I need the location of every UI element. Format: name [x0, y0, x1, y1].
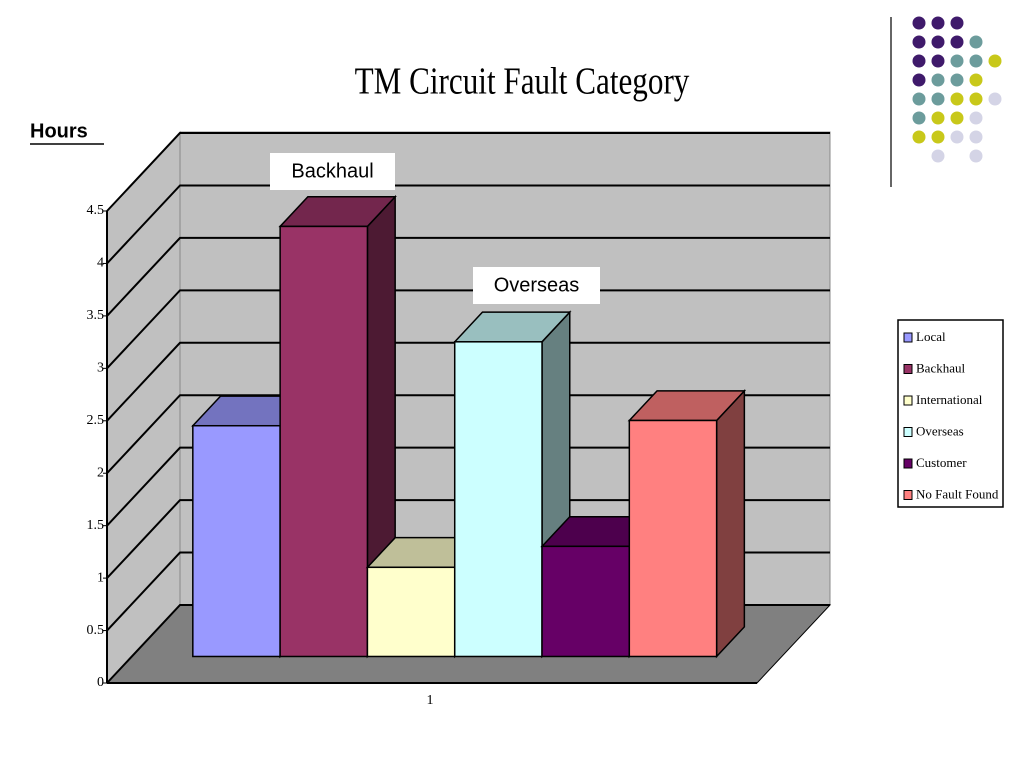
x-tick-label: 1 [427, 693, 434, 708]
legend-swatch [903, 427, 913, 437]
dot [931, 54, 945, 68]
grid-line [106, 499, 830, 579]
dot [950, 35, 964, 49]
y-tick-label: 0.5 [87, 623, 105, 638]
grid-line [106, 184, 830, 265]
y-tick-label: 0 [97, 675, 104, 690]
dot [912, 92, 926, 106]
dot [969, 111, 983, 125]
y-tick-label: 1 [97, 570, 104, 585]
legend-swatch [903, 395, 913, 406]
dot [988, 54, 1002, 68]
dot [969, 54, 983, 68]
bar-side [715, 388, 746, 659]
dot [969, 149, 983, 163]
legend-swatch [903, 332, 913, 343]
dot [931, 111, 945, 125]
legend-label: International [916, 392, 983, 407]
bar-front [453, 341, 543, 658]
bar [627, 388, 747, 659]
dot [912, 54, 926, 68]
y-tick-label: 1.5 [87, 518, 105, 533]
annotation-box [270, 153, 395, 190]
bar-front [628, 419, 718, 658]
dot [969, 35, 983, 49]
legend-swatch [903, 458, 913, 469]
dot [931, 16, 945, 30]
grid-line [106, 289, 830, 370]
dot [950, 111, 964, 125]
bar [278, 194, 397, 659]
legend-label: Backhaul [916, 360, 965, 375]
dot [950, 130, 964, 144]
dot [969, 92, 983, 106]
dot [931, 73, 945, 87]
y-tick-label: 4 [97, 256, 104, 271]
y-tick-label: 3 [97, 361, 104, 376]
dot [969, 130, 983, 144]
dot [950, 92, 964, 106]
bar-front [279, 225, 369, 658]
legend-label: Local [916, 329, 946, 344]
y-tick-label: 2.5 [87, 413, 105, 428]
annotation: Overseas [494, 274, 580, 296]
dot [912, 111, 926, 125]
decoration [912, 16, 1002, 163]
y-tick-label: 4.5 [87, 203, 105, 218]
plot: 00.511.522.533.544.51BackhaulOverseasLoc… [87, 130, 1004, 708]
dot [969, 73, 983, 87]
bar-front [366, 566, 456, 658]
dot [912, 130, 926, 144]
dot [931, 92, 945, 106]
bar-front [541, 545, 631, 658]
bar-front [192, 424, 281, 658]
bar [452, 310, 572, 659]
y-axis-label: Hours [30, 120, 88, 142]
dot [950, 16, 964, 30]
annotation: Backhaul [291, 160, 373, 182]
legend-label: Customer [916, 455, 967, 470]
legend-label: No Fault Found [916, 486, 999, 501]
y-tick-label: 3.5 [87, 308, 105, 323]
legend-swatch [903, 364, 913, 374]
grid-line [106, 236, 830, 317]
legend-label: Overseas [916, 423, 964, 438]
y-tick-label: 2 [97, 465, 104, 480]
dot [931, 35, 945, 49]
dot [912, 35, 926, 49]
grid-line [106, 341, 830, 422]
grid-line [106, 132, 830, 212]
legend-box [897, 319, 1004, 508]
dot [931, 130, 945, 144]
chart-title: TM Circuit Fault Category [355, 60, 690, 103]
legend-swatch [903, 490, 913, 500]
legend: Local Backhaul International Overseas Custom… [897, 319, 1004, 508]
dot [931, 149, 945, 163]
dot [912, 73, 926, 87]
grid-line [106, 394, 830, 474]
annotation-box [473, 267, 600, 304]
dot [950, 54, 964, 68]
dot [912, 16, 926, 30]
dot [950, 73, 964, 87]
grid-line [106, 446, 830, 527]
dot [988, 92, 1002, 106]
